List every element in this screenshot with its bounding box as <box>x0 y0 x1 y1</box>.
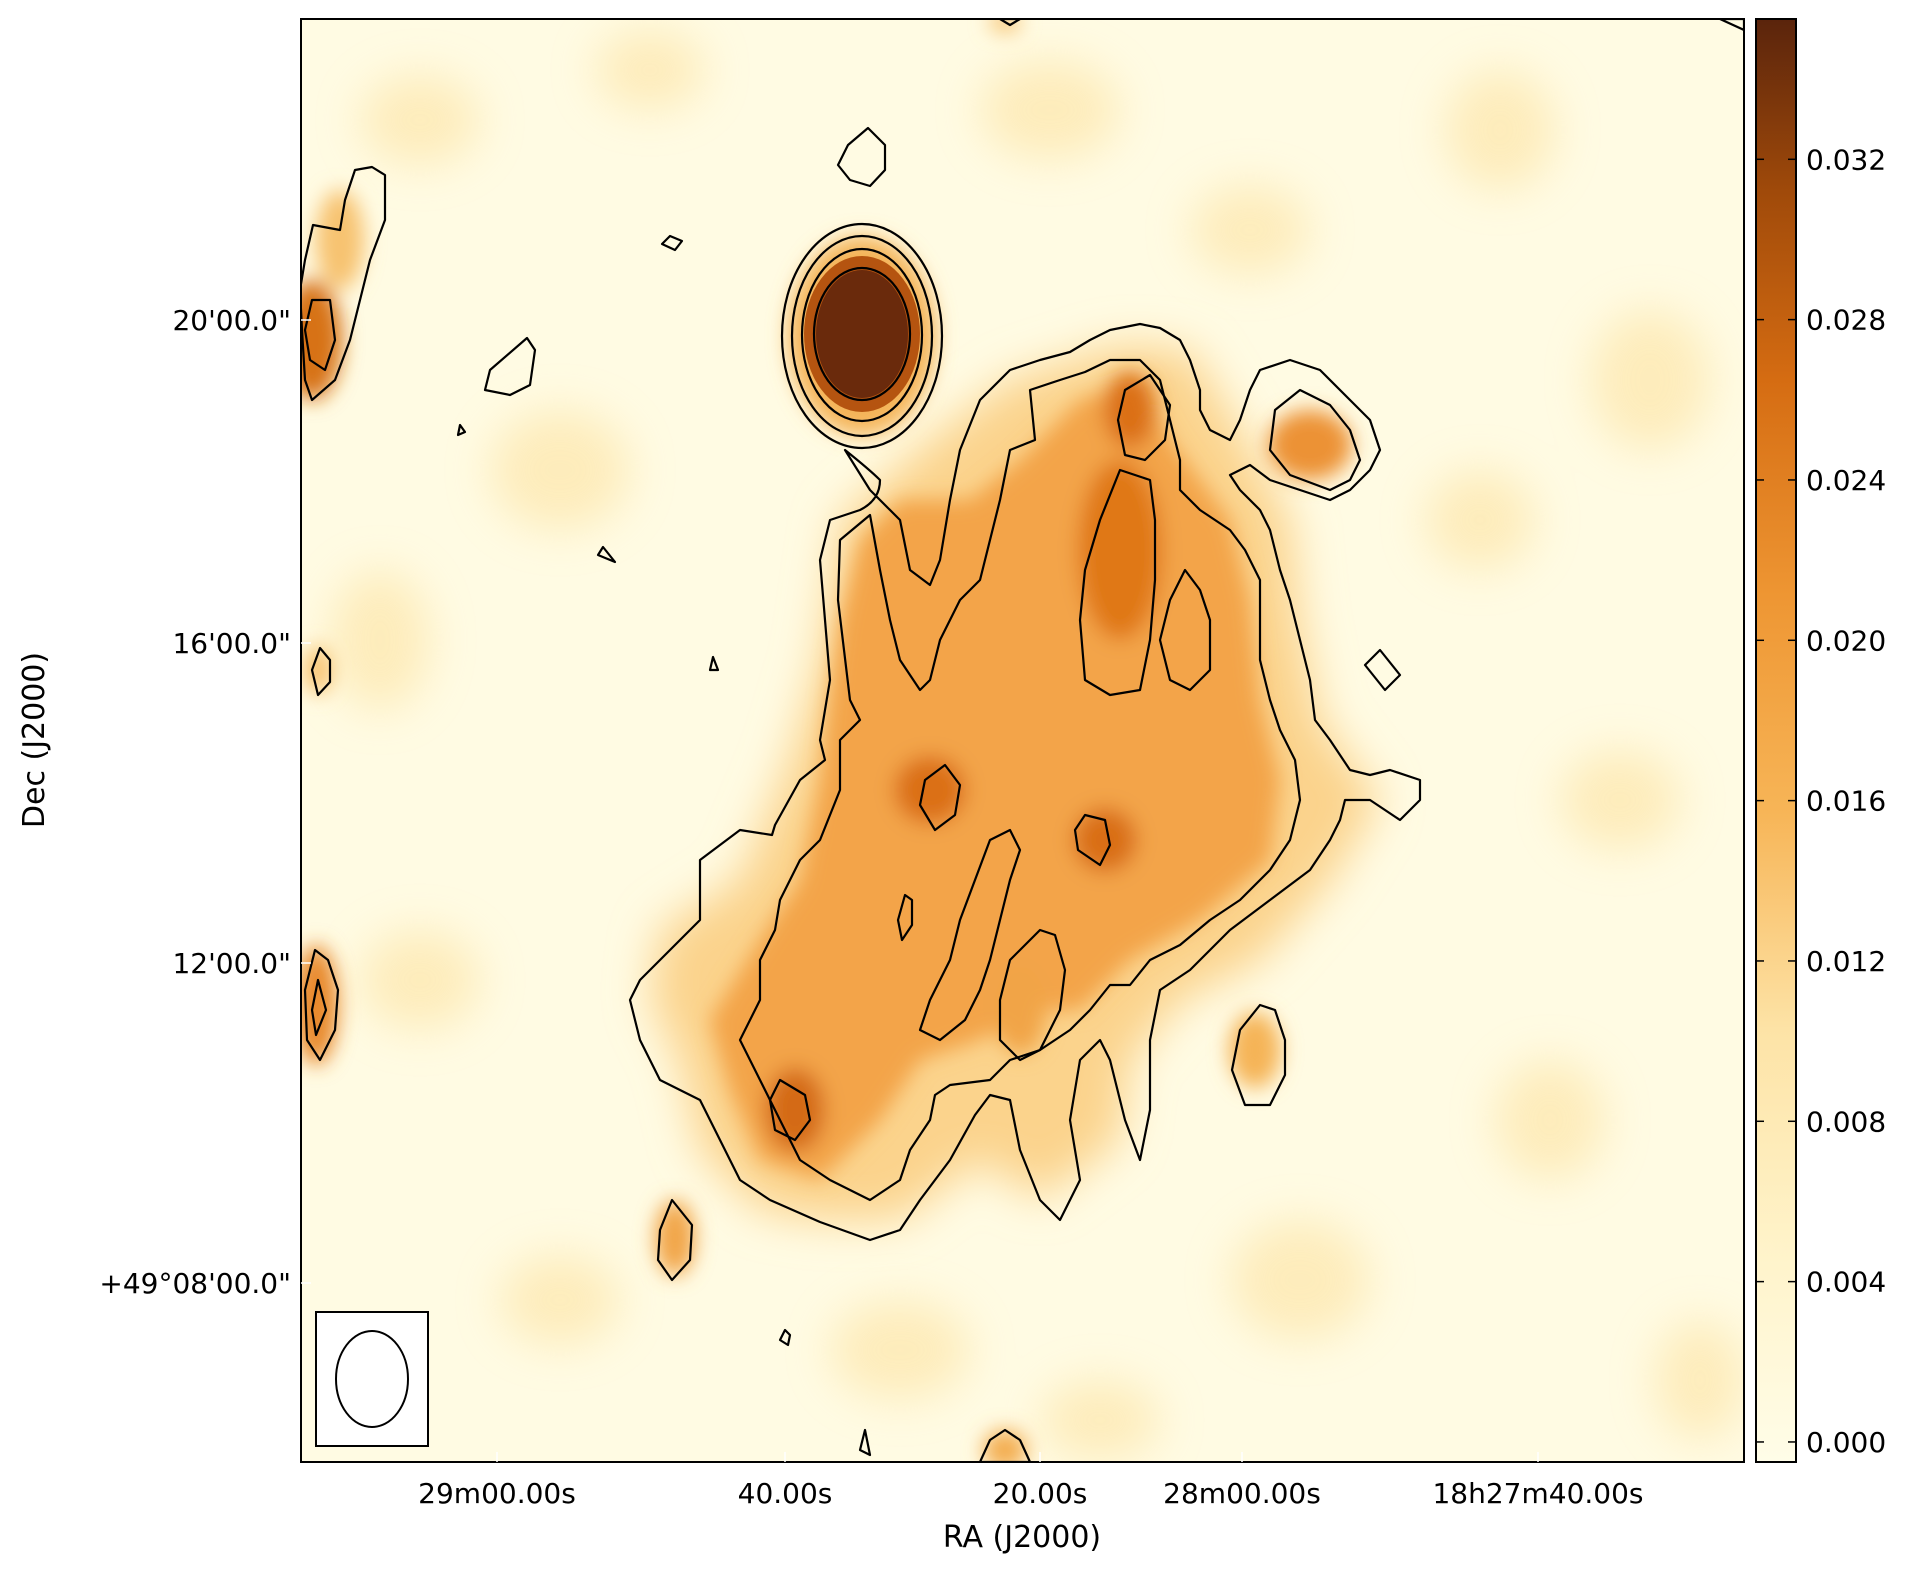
colorbar-tick-label: 0.024 <box>1806 464 1886 497</box>
contour <box>303 298 337 372</box>
contour <box>858 1428 872 1457</box>
contour <box>778 1328 792 1347</box>
contour <box>1078 468 1157 697</box>
colorbar-gradient <box>1755 18 1797 1463</box>
contour <box>596 545 617 564</box>
contour <box>303 948 340 1062</box>
y-tick-label: 16'00.0" <box>172 627 291 660</box>
plot-frame <box>300 18 1745 1463</box>
colorbar-tick-label: 0.008 <box>1806 1105 1886 1138</box>
colorbar-tick-label: 0.012 <box>1806 945 1886 978</box>
compact-source <box>788 236 936 436</box>
contour <box>310 978 328 1037</box>
contour <box>896 893 914 942</box>
x-tick-label: 28m00.00s <box>1163 1477 1321 1510</box>
emission-core <box>710 372 1352 1180</box>
contour <box>1116 373 1172 462</box>
colorbar-tick-label: 0.000 <box>1806 1426 1886 1459</box>
contour <box>1230 1003 1287 1107</box>
colorbar-tick-label: 0.016 <box>1806 785 1886 818</box>
contour <box>812 266 912 402</box>
x-tick-label: 29m00.00s <box>418 1477 576 1510</box>
colorbar-tick-label: 0.032 <box>1806 143 1886 176</box>
contour <box>790 234 934 438</box>
contour <box>1718 19 1744 32</box>
y-tick-label: 12'00.0" <box>172 947 291 980</box>
contour <box>660 234 684 252</box>
x-axis: 29m00.00s 40.00s 20.00s 28m00.00s 18h27m40.0… <box>418 1452 1644 1510</box>
contour <box>1363 648 1402 692</box>
x-tick-label: 20.00s <box>993 1477 1088 1510</box>
background-noise <box>330 30 1744 1460</box>
y-tick-label: +49°08'00.0" <box>99 1267 291 1300</box>
contour <box>918 763 962 832</box>
beam-box <box>315 1311 429 1447</box>
contour <box>483 336 537 397</box>
contour <box>780 222 944 450</box>
contour <box>918 828 1022 1042</box>
contour <box>1268 388 1362 492</box>
contour <box>1158 568 1212 692</box>
contour <box>800 247 924 423</box>
contour <box>456 423 467 437</box>
x-tick-label: 18h27m40.00s <box>1432 1477 1643 1510</box>
intensity-map <box>301 19 1744 1462</box>
colorbar: 0.000 0.004 0.008 0.012 0.016 0.020 0.024 0.028… <box>1755 18 1886 1463</box>
contour <box>1073 813 1112 867</box>
contour <box>738 358 1302 1202</box>
contour <box>836 126 887 188</box>
contour <box>998 928 1067 1062</box>
contour <box>978 1428 1032 1462</box>
contour <box>708 655 720 672</box>
contour-lines <box>301 19 1744 1462</box>
y-tick-label: 20'00.0" <box>172 304 291 337</box>
contour <box>998 19 1022 27</box>
contour <box>656 1198 694 1282</box>
beam-ellipse <box>335 1330 409 1428</box>
contour <box>628 322 1422 1242</box>
y-axis: +49°08'00.0" 12'00.0" 16'00.0" 20'00.0" <box>99 304 311 1300</box>
colorbar-tick-label: 0.028 <box>1806 304 1886 337</box>
x-axis-label: RA (J2000) <box>943 1520 1101 1555</box>
contour <box>768 1078 812 1142</box>
y-axis-label: Dec (J2000) <box>17 652 52 828</box>
colorbar-tick-label: 0.004 <box>1806 1266 1886 1299</box>
colorbar-tick-label: 0.020 <box>1806 624 1886 657</box>
x-tick-label: 40.00s <box>738 1477 833 1510</box>
contour <box>310 646 332 697</box>
colorbar-ticks: 0.000 0.004 0.008 0.012 0.016 0.020 0.024 0.028… <box>1756 143 1886 1459</box>
